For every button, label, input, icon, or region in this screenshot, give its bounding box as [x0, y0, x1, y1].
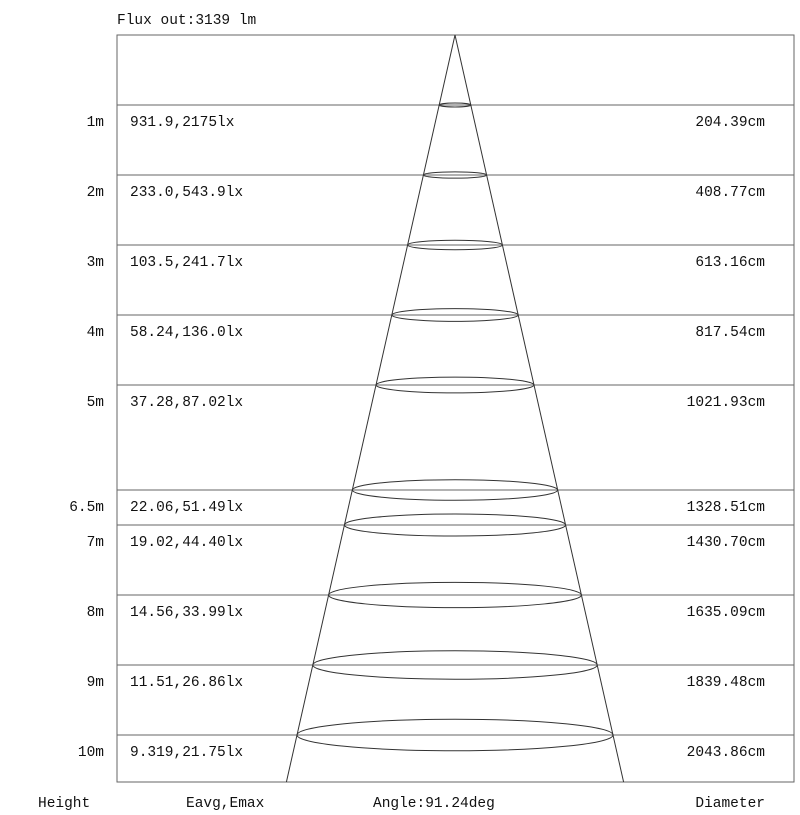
- diameter-value: 817.54cm: [695, 325, 765, 341]
- diameter-value: 204.39cm: [695, 115, 765, 131]
- beam-angle-label: Angle:91.24deg: [373, 796, 495, 812]
- cone-edge-left: [285, 34, 456, 783]
- height-label: 10m: [78, 745, 104, 761]
- height-label: 1m: [87, 115, 104, 131]
- diameter-value: 1839.48cm: [687, 675, 765, 691]
- diameter-column-label: Diameter: [695, 796, 765, 812]
- diameter-value: 1430.70cm: [687, 535, 765, 551]
- illuminance-value: 233.0,543.9lx: [130, 185, 243, 201]
- height-label: 3m: [87, 255, 104, 271]
- height-column-label: Height: [38, 796, 90, 812]
- illuminance-value: 931.9,2175lx: [130, 115, 235, 131]
- illuminance-value: 103.5,241.7lx: [130, 255, 243, 271]
- illuminance-value: 37.28,87.02lx: [130, 395, 243, 411]
- illuminance-value: 58.24,136.0lx: [130, 325, 243, 341]
- height-label: 6.5m: [69, 500, 104, 516]
- diameter-value: 1328.51cm: [687, 500, 765, 516]
- illuminance-value: 9.319,21.75lx: [130, 745, 243, 761]
- illuminance-value: 22.06,51.49lx: [130, 500, 243, 516]
- illuminance-column-label: Eavg,Emax: [186, 796, 265, 812]
- height-label: 5m: [87, 395, 104, 411]
- diameter-value: 613.16cm: [695, 255, 765, 271]
- diameter-value: 408.77cm: [695, 185, 765, 201]
- diameter-value: 1635.09cm: [687, 605, 765, 621]
- height-label: 4m: [87, 325, 104, 341]
- cone-edge-right: [454, 34, 625, 783]
- flux-label: Flux out:3139 lm: [117, 13, 256, 29]
- illuminance-value: 19.02,44.40lx: [130, 535, 243, 551]
- diameter-value: 2043.86cm: [687, 745, 765, 761]
- height-label: 8m: [87, 605, 104, 621]
- height-label: 9m: [87, 675, 104, 691]
- diameter-value: 1021.93cm: [687, 395, 765, 411]
- illuminance-value: 11.51,26.86lx: [130, 675, 243, 691]
- illuminance-value: 14.56,33.99lx: [130, 605, 243, 621]
- height-label: 2m: [87, 185, 104, 201]
- height-label: 7m: [87, 535, 104, 551]
